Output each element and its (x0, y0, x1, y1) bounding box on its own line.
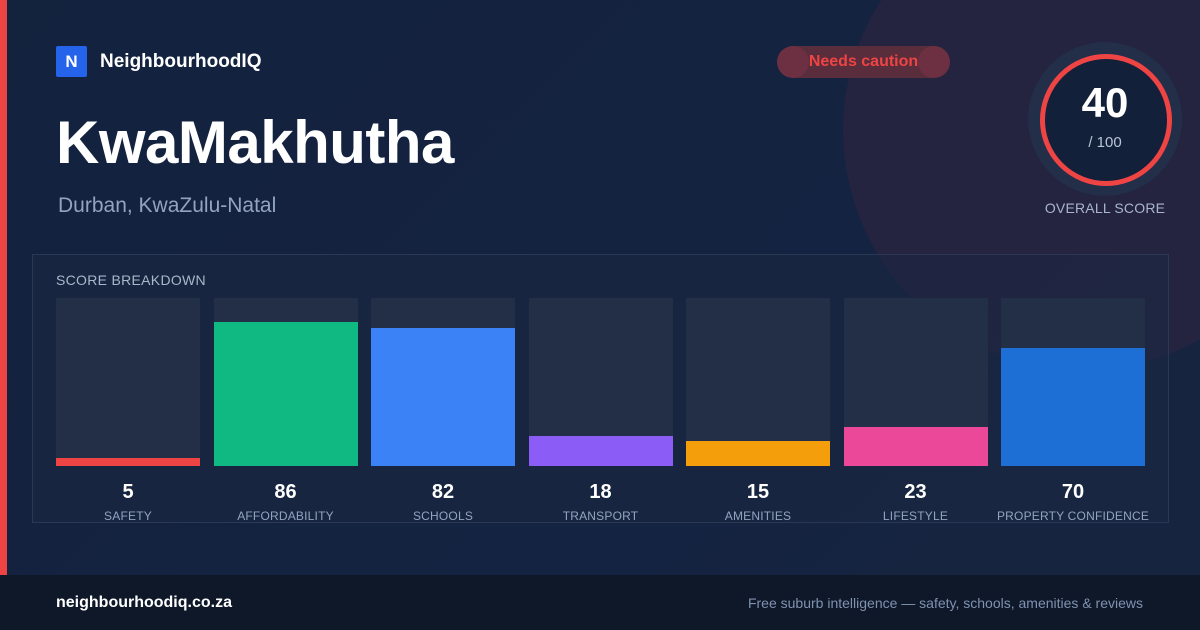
bar-label: SCHOOLS (412, 509, 474, 523)
overall-score-label: OVERALL SCORE (1044, 200, 1166, 216)
bar-fill (213, 322, 358, 466)
score-ring (1040, 54, 1172, 186)
bar-fill (843, 427, 988, 466)
bar-label: LIFESTYLE (882, 509, 949, 523)
footer: neighbourhoodiq.co.za Free suburb intell… (0, 575, 1200, 630)
suburb-location: Durban, KwaZulu-Natal (58, 194, 277, 217)
status-badge-label: Needs caution (808, 53, 919, 70)
bar-label: AMENITIES (724, 509, 792, 523)
bar-track (56, 298, 200, 466)
suburb-title: KwaMakhutha (56, 109, 454, 176)
bar-value: 23 (904, 481, 927, 503)
footer-domain: neighbourhoodiq.co.za (56, 594, 232, 611)
brand: N NeighbourhoodIQ (56, 46, 261, 77)
score-breakdown-panel: SCORE BREAKDOWN 5 SAFETY 86 AFFORDABILITY 82… (32, 254, 1169, 523)
bar-track (371, 298, 515, 466)
bar-track (1001, 298, 1145, 466)
bar-fill (528, 436, 673, 466)
bar-value: 86 (274, 481, 297, 503)
bar-label: TRANSPORT (562, 509, 639, 523)
bar-fill (686, 441, 830, 466)
overall-score-max: / 100 (1088, 134, 1122, 151)
bar-track (528, 298, 673, 466)
bar-label: PROPERTY CONFIDENCE (996, 509, 1150, 523)
bar-fill (56, 458, 200, 466)
overall-score-value: 40 (1081, 79, 1129, 126)
bar-track (843, 298, 988, 466)
bar-value: 70 (1061, 481, 1085, 503)
brand-logo-icon: N (56, 46, 87, 77)
bar-value: 5 (122, 481, 134, 503)
accent-bar (0, 0, 7, 575)
score-breakdown-title: SCORE BREAKDOWN (56, 272, 206, 288)
bar-fill (1001, 348, 1145, 466)
bar-track (213, 298, 358, 466)
bar-value: 15 (746, 481, 770, 503)
overall-score-gauge: 40 / 100 (1028, 42, 1182, 196)
bar-label: SAFETY (104, 509, 152, 523)
status-badge: Needs caution (777, 46, 950, 78)
bar-value: 82 (431, 481, 455, 503)
bar-value: 18 (589, 481, 612, 503)
footer-tagline: Free suburb intelligence — safety, schoo… (747, 595, 1143, 611)
brand-name: NeighbourhoodIQ (100, 50, 262, 72)
bar-label: AFFORDABILITY (237, 509, 334, 523)
bar-track (686, 298, 830, 466)
bar-fill (371, 328, 515, 466)
